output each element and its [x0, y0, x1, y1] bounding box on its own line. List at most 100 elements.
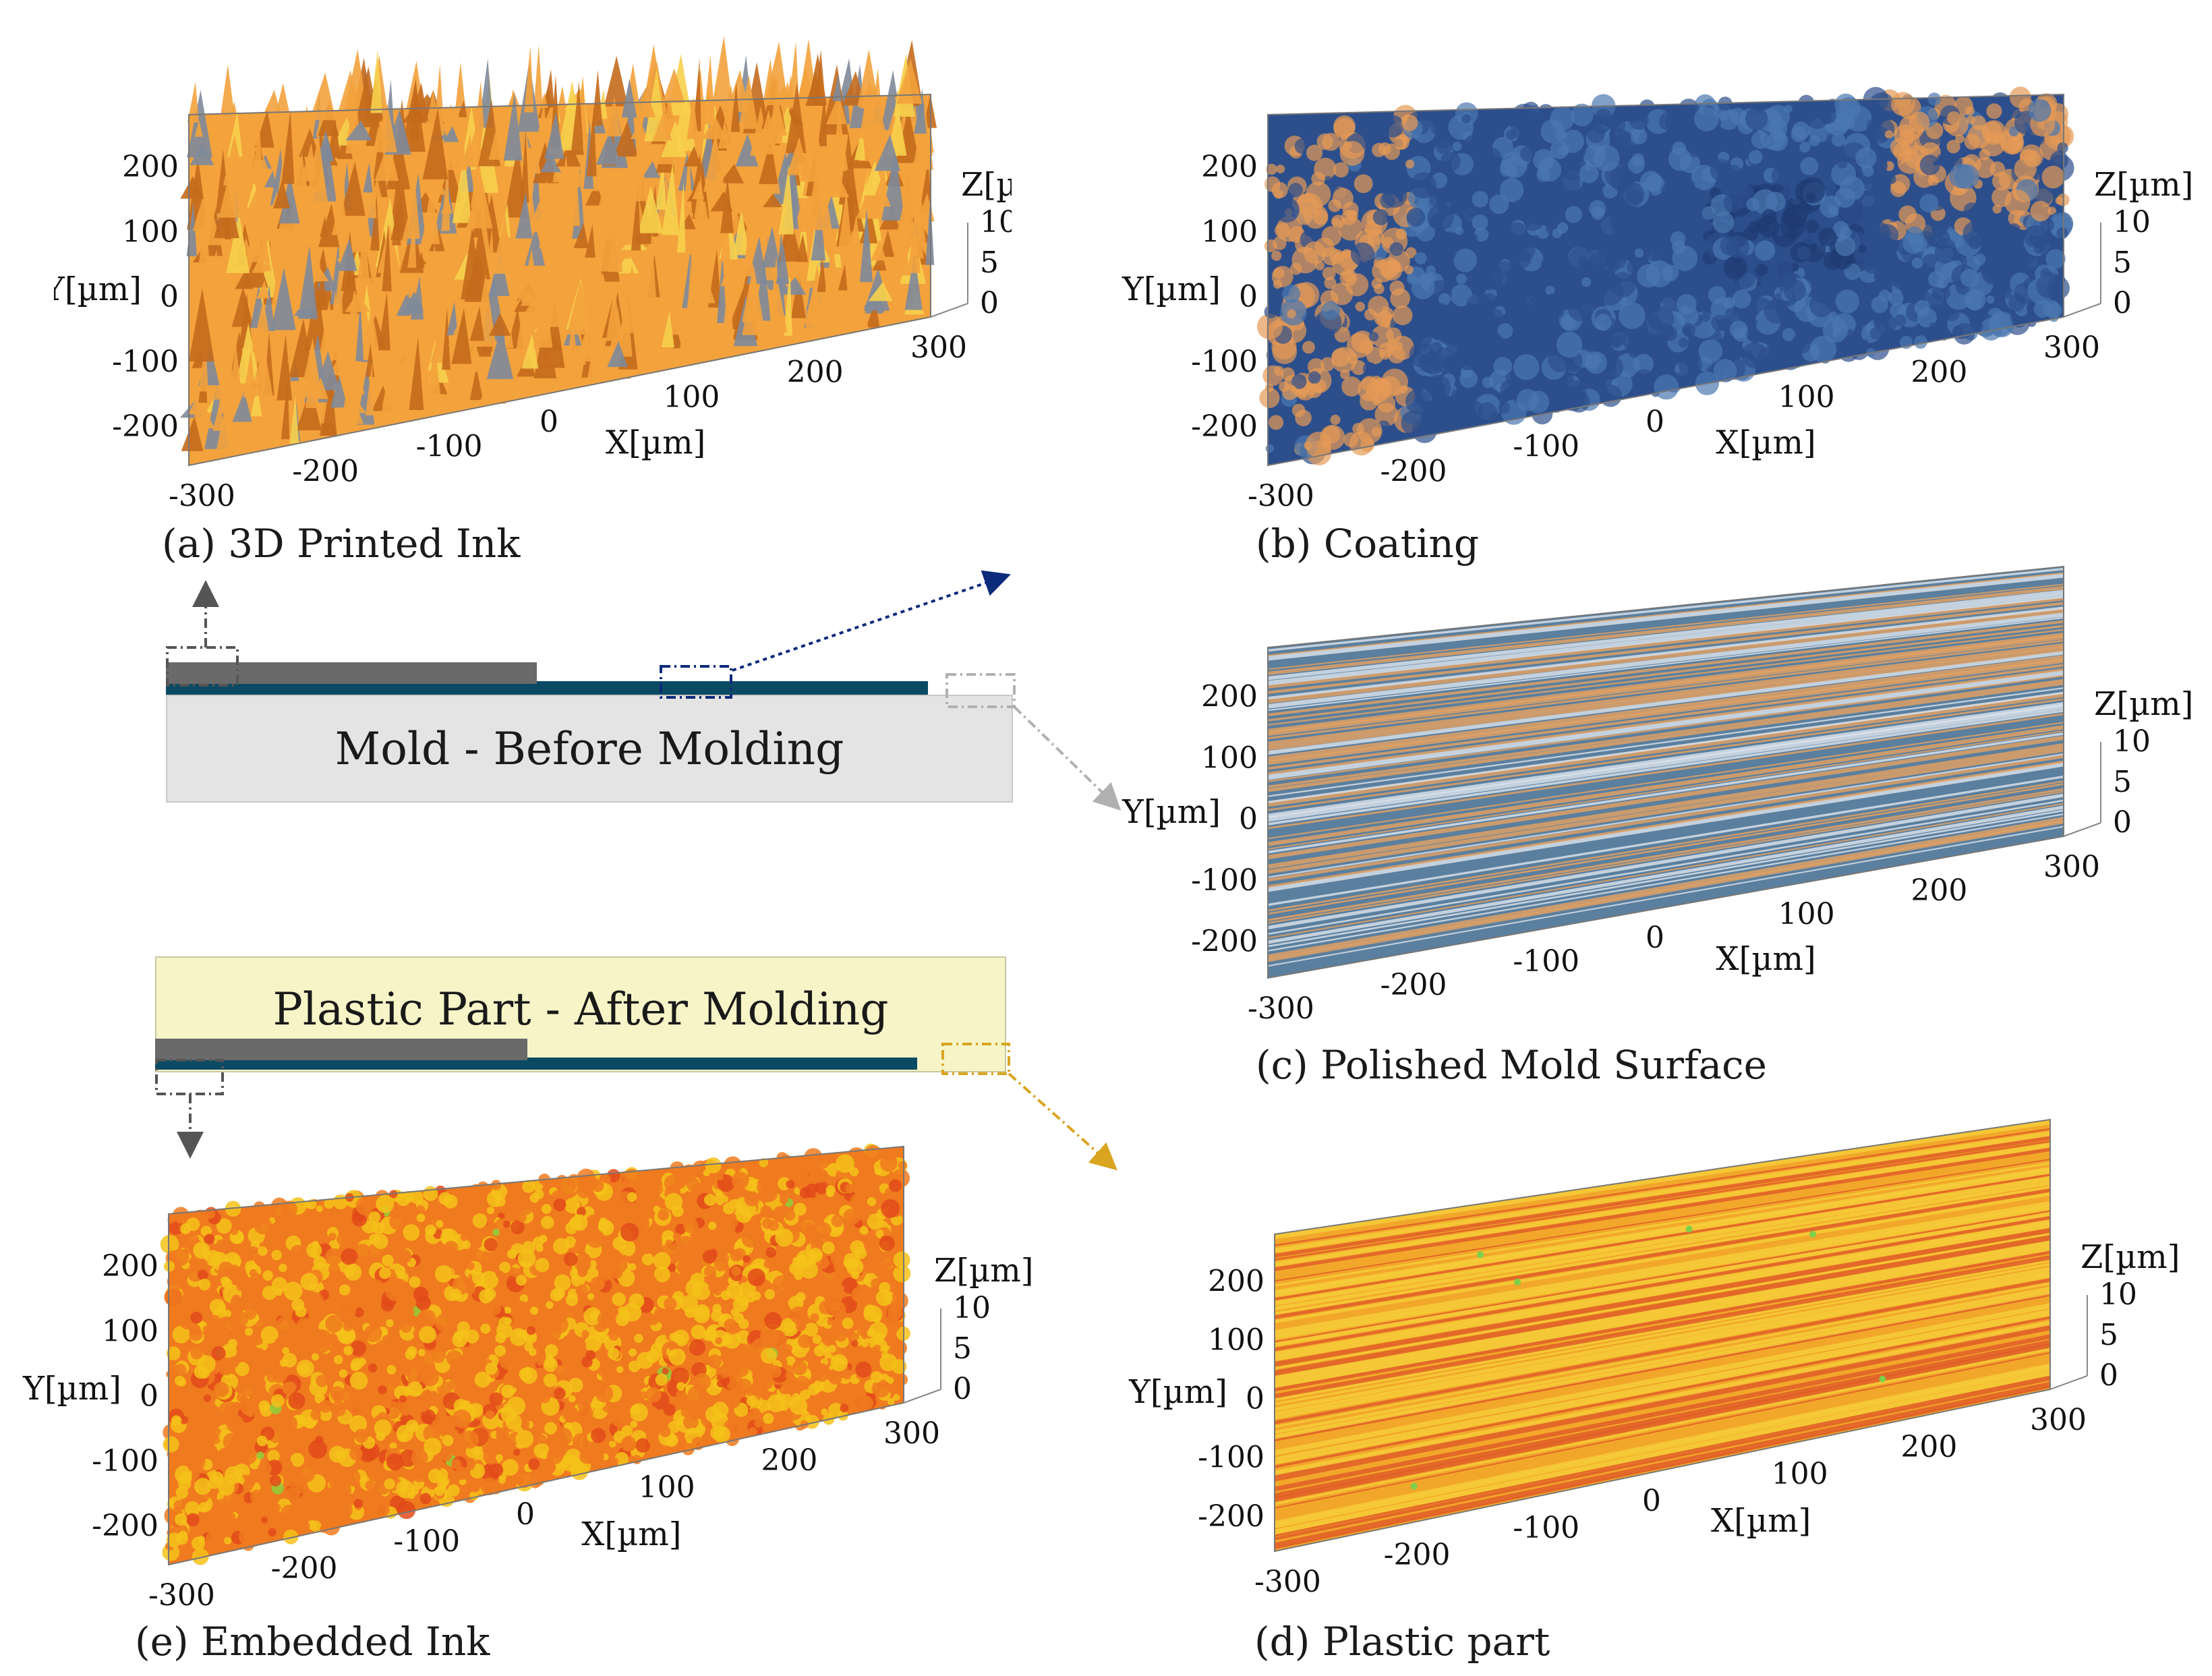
x-tick-label: -300 — [169, 479, 235, 513]
mold-ink-layer — [166, 662, 537, 684]
surface-plot-coating: -300 -200 -100 0 100 200 300 200 100 0 -100 -200 10 5… — [1122, 86, 2194, 513]
arrow-to-panel-d — [1008, 1072, 1117, 1171]
caption-b: (b) Coating — [1256, 521, 1480, 567]
mold-coating-layer — [166, 681, 928, 695]
x-tick-label: 0 — [540, 405, 558, 439]
y-tick-label: 0 — [1239, 280, 1258, 314]
y-tick-label: -100 — [1191, 345, 1258, 379]
y-tick-label: 0 — [140, 1379, 158, 1414]
x-tick-label: -300 — [1248, 991, 1314, 1026]
arrow-to-panel-b — [732, 570, 1011, 672]
x-tick-label: 200 — [1900, 1430, 1957, 1464]
y-tick-label: 200 — [1201, 680, 1258, 714]
x-tick-label: 100 — [663, 380, 720, 414]
caption-e: (e) Embedded Ink — [135, 1619, 490, 1665]
x-axis-label: X[µm] — [606, 424, 705, 461]
surface-plot-polished-mold: -300 -200 -100 0 100 200 300 200 100 0 -100 -200 10 5… — [1122, 565, 2194, 1026]
caption-c: (c) Polished Mold Surface — [1256, 1042, 1767, 1088]
y-axis-label: Y[µm] — [54, 270, 142, 308]
mold-region-marker — [945, 673, 1016, 708]
x-tick-label: 100 — [639, 1470, 695, 1505]
x-tick-label: 0 — [1646, 405, 1664, 439]
surface-texture — [1256, 86, 2074, 466]
x-tick-label: -200 — [292, 454, 359, 488]
coating-region-marker — [660, 665, 732, 699]
y-axis-label: Y[µm] — [1122, 270, 1221, 308]
y-tick-label: 100 — [102, 1314, 158, 1348]
z-axis-label: Z[µm] — [2080, 1238, 2180, 1276]
x-tick-label: -300 — [148, 1578, 215, 1613]
x-tick-label: -100 — [1513, 430, 1579, 464]
surface-texture — [160, 1143, 911, 1565]
x-tick-label: 0 — [1642, 1484, 1661, 1518]
y-axis-label: Y[µm] — [1128, 1373, 1227, 1411]
z-tick-label: 5 — [953, 1331, 972, 1366]
x-tick-label: -200 — [271, 1551, 338, 1586]
x-tick-label: 100 — [1772, 1457, 1828, 1491]
z-axis-label: Z[µm] — [961, 166, 1012, 204]
y-tick-label: -200 — [92, 1509, 158, 1543]
y-tick-label: 0 — [160, 280, 179, 314]
x-axis-label: X[µm] — [1716, 940, 1815, 978]
z-tick-label: 5 — [2099, 1318, 2118, 1352]
caption-a: (a) 3D Printed Ink — [162, 521, 521, 567]
y-tick-label: 0 — [1239, 802, 1258, 836]
y-tick-label: -100 — [92, 1444, 158, 1478]
x-tick-label: 300 — [2043, 850, 2100, 884]
x-tick-label: -100 — [393, 1524, 460, 1559]
y-tick-label: 100 — [1201, 214, 1258, 249]
plastic-region-marker — [941, 1043, 1010, 1075]
z-tick-label: 10 — [953, 1291, 991, 1325]
x-tick-label: 0 — [516, 1497, 535, 1532]
y-tick-label: -100 — [1191, 863, 1258, 898]
x-tick-label: 200 — [787, 355, 844, 390]
y-tick-label: 100 — [1201, 741, 1258, 775]
y-tick-label: 200 — [122, 150, 179, 184]
surface-plot-embedded-ink: -300 -200 -100 0 100 200 300 200 100 0 -100 -200 10 5… — [22, 1143, 1034, 1613]
plastic-ink-layer — [155, 1039, 527, 1060]
y-tick-label: 100 — [122, 214, 179, 249]
z-tick-label: 5 — [980, 245, 999, 280]
z-tick-label: 0 — [2113, 286, 2132, 320]
x-tick-label: 300 — [883, 1416, 940, 1451]
x-tick-label: -200 — [1380, 454, 1447, 488]
z-tick-label: 0 — [980, 286, 999, 320]
y-axis-label: Y[µm] — [1122, 793, 1221, 831]
x-tick-label: 300 — [910, 330, 967, 365]
z-axis-label: Z[µm] — [2094, 166, 2194, 204]
x-tick-label: 300 — [2030, 1403, 2087, 1437]
x-tick-label: 100 — [1778, 897, 1835, 931]
x-tick-label: 0 — [1646, 921, 1664, 955]
plastic-part-label: Plastic Part - After Molding — [272, 983, 889, 1035]
x-tick-label: -200 — [1384, 1538, 1451, 1572]
z-tick-label: 0 — [2113, 805, 2132, 840]
ink-region-marker-plastic — [155, 1059, 224, 1095]
z-tick-label: 10 — [980, 205, 1012, 239]
z-tick-label: 5 — [2113, 765, 2132, 799]
z-tick-label: 10 — [2113, 724, 2151, 759]
surface-texture — [1274, 1119, 2051, 1549]
surface-plot-plastic-part: -300 -200 -100 0 100 200 300 200 100 0 -100 -200 10 5… — [1128, 1118, 2180, 1599]
x-axis-label: X[µm] — [581, 1515, 681, 1553]
y-tick-label: -200 — [1198, 1499, 1264, 1534]
y-tick-label: -200 — [1191, 925, 1258, 959]
x-axis-label: X[µm] — [1711, 1502, 1811, 1540]
x-tick-label: -100 — [1513, 944, 1579, 979]
x-tick-label: 100 — [1778, 380, 1835, 414]
mold-label: Mold - Before Molding — [334, 722, 844, 775]
x-tick-label: 200 — [761, 1443, 817, 1478]
caption-d: (d) Plastic part — [1254, 1619, 1550, 1665]
y-axis-label: Y[µm] — [22, 1370, 121, 1408]
y-tick-label: -200 — [1191, 409, 1258, 444]
y-tick-label: 200 — [102, 1249, 158, 1283]
z-axis-label: Z[µm] — [2094, 685, 2194, 723]
z-tick-label: 10 — [2099, 1277, 2137, 1312]
x-tick-label: -300 — [1248, 479, 1314, 513]
y-tick-label: -200 — [112, 409, 179, 444]
y-tick-label: 200 — [1208, 1265, 1264, 1299]
surface-texture — [179, 36, 937, 454]
x-tick-label: 200 — [1911, 355, 1967, 390]
surface-texture — [1267, 567, 2064, 977]
